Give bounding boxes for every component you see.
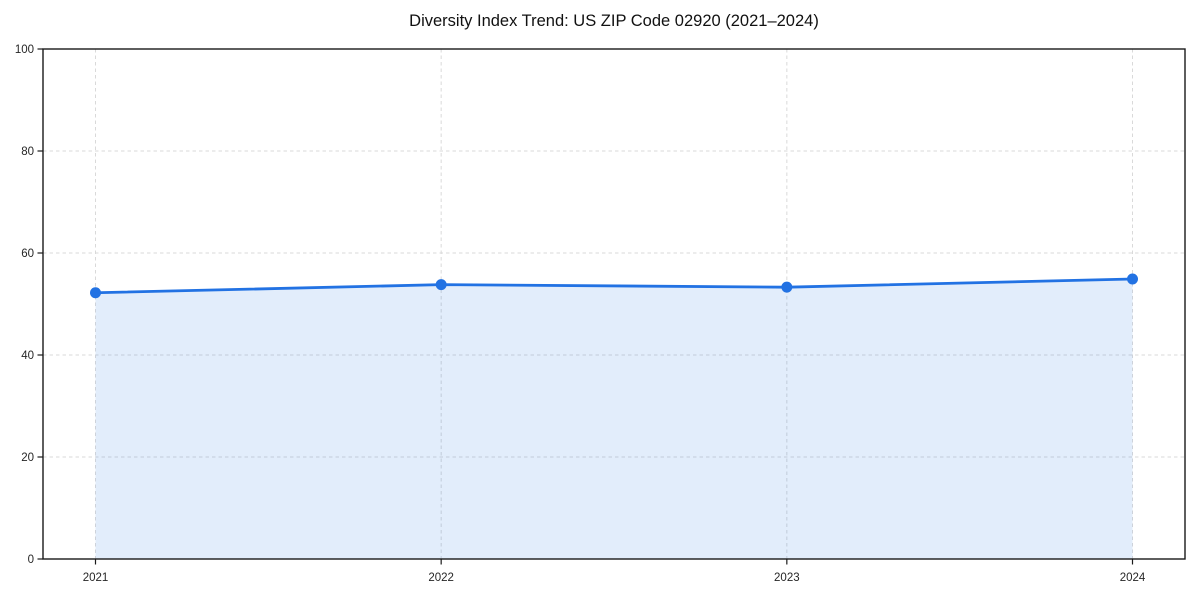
x-tick-label: 2021 (83, 572, 109, 584)
data-point (435, 279, 447, 291)
chart-title: Diversity Index Trend: US ZIP Code 02920… (409, 12, 819, 30)
grid-lines (43, 49, 1185, 559)
y-tick-label: 20 (21, 452, 34, 464)
y-tick-label: 80 (21, 146, 34, 158)
trend-line (94, 277, 1134, 295)
x-tick-label: 2022 (428, 572, 454, 584)
y-tick-label: 100 (15, 44, 34, 56)
x-tick-label: 2024 (1120, 572, 1146, 584)
area-fill (95, 279, 1133, 559)
y-tick-label: 40 (21, 350, 34, 362)
plot-border (42, 48, 1186, 560)
tick-marks (37, 48, 1134, 565)
data-point (1127, 273, 1138, 285)
y-tick-label: 0 (28, 554, 34, 566)
data-point (90, 287, 101, 299)
x-tick-label: 2023 (774, 572, 800, 584)
data-points (90, 273, 1138, 299)
data-point (781, 281, 793, 293)
y-tick-label: 60 (21, 248, 34, 260)
